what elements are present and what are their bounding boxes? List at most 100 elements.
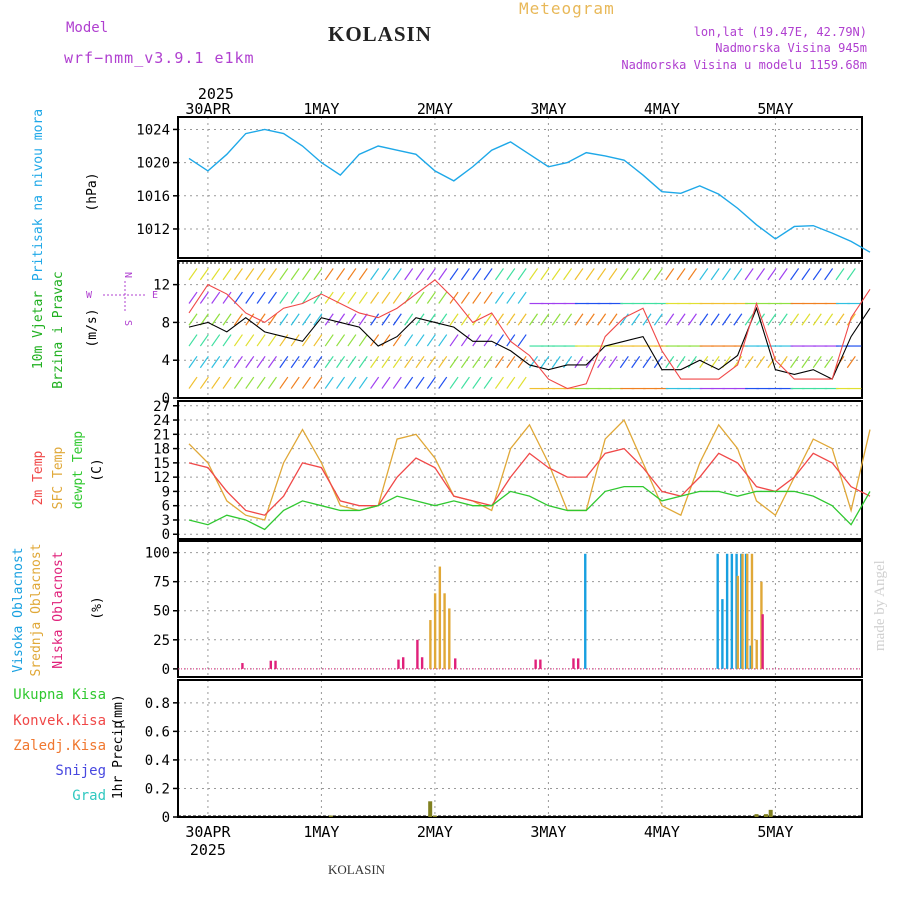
x-tick-label-bottom: 4MAY [644, 823, 680, 841]
cloud-bar [241, 663, 244, 669]
wind-barb [267, 268, 277, 281]
precip-bar [432, 815, 437, 817]
wind-barb [188, 355, 198, 369]
wind-barb [529, 313, 539, 326]
wind-barb [733, 313, 743, 326]
wind-barb [256, 313, 266, 326]
wind-barb [404, 376, 414, 389]
meteogram-title: Meteogram [519, 0, 615, 18]
wind-barb [619, 268, 629, 281]
wind-barb [790, 313, 800, 326]
wind-barb [426, 376, 436, 389]
wind-barb [846, 268, 856, 281]
wind-barb [744, 313, 754, 326]
wind-barb [699, 313, 709, 326]
y-tick-label: 1024 [136, 122, 170, 138]
wind-barb [812, 355, 822, 369]
x-tick-label-bottom: 30APR [185, 823, 231, 841]
wind-barb [211, 355, 221, 369]
wind-barb [642, 355, 652, 369]
wind-barb [347, 376, 357, 389]
wind-barb [211, 376, 221, 389]
wind-barb [347, 355, 357, 369]
wind-barb [574, 355, 584, 369]
cloud-bar [534, 659, 537, 669]
model-elevation-label: Nadmorska Visina u modelu 1159.68m [621, 58, 867, 72]
wind-barb [574, 268, 584, 281]
wind-barb [404, 313, 414, 326]
cloud-bar [725, 553, 729, 669]
wind-barb [778, 268, 788, 281]
wind-barb [245, 376, 255, 389]
wind-barb [381, 376, 391, 389]
wind-barb [801, 313, 811, 326]
panel-frame [177, 540, 863, 678]
wind-barb [506, 334, 516, 347]
wind-barb [267, 313, 277, 326]
precip-bar [763, 814, 768, 817]
wind-barb [483, 376, 493, 389]
wind-barb [188, 291, 198, 304]
wind-barb [517, 268, 527, 281]
wind-barb [404, 355, 414, 369]
wind-barb [676, 268, 686, 281]
wind-barb [835, 313, 845, 326]
y-tick-label: 50 [153, 604, 170, 620]
dewpt-axis-label: dewpt Temp [71, 431, 86, 509]
sfc-temp-axis-label: SFC Temp [51, 447, 66, 510]
wind-barb [472, 334, 482, 347]
wind-barb [245, 291, 255, 304]
y-tick-label: 1016 [136, 189, 170, 205]
precip-legend-item: Konvek.Kisa [13, 713, 106, 729]
wind-axis-label: 10m Vjetar [31, 291, 46, 369]
wind-barb [211, 313, 221, 326]
wind-barb [699, 268, 709, 281]
wind-barb [517, 334, 527, 347]
wind-barb [324, 376, 334, 389]
precip-legend-item: Zaledj.Kisa [13, 738, 106, 754]
y-tick-label: 0 [162, 527, 170, 543]
wind-barb [744, 355, 754, 369]
wind-barb [347, 313, 357, 326]
wind-barb [415, 291, 425, 304]
wind-barb [336, 334, 346, 347]
wind-barb [438, 291, 448, 304]
wind-barb [824, 268, 834, 281]
wind-barb [188, 376, 198, 389]
wind-barb [790, 268, 800, 281]
x-tick-label-top: 30APR [185, 100, 231, 118]
wind-barb [302, 291, 312, 304]
wind-barb [381, 268, 391, 281]
x-tick-label-top: 5MAY [757, 100, 793, 118]
wind-barb [846, 355, 856, 369]
wind-barb [483, 268, 493, 281]
y-tick-label: 0 [162, 810, 170, 826]
wind-barb [506, 355, 516, 369]
wind-barb [392, 291, 402, 304]
precip-bar [768, 809, 773, 817]
model-name: wrf−nmm_v3.9.1 e1km [64, 49, 255, 67]
coords-label: lon,lat (19.47E, 42.79N) [693, 25, 867, 39]
cloud-bar [572, 658, 575, 669]
panel-frame [177, 679, 863, 818]
y-tick-label: 0.2 [145, 781, 170, 797]
cloud-bar [448, 608, 451, 669]
wind-barb [460, 291, 470, 304]
year-label-top: 2025 [198, 85, 234, 103]
wind-barb [290, 268, 300, 281]
compass-north-label: N [122, 272, 133, 278]
wind-barb [642, 313, 652, 326]
temp-2m-line [188, 447, 871, 516]
wind-barb [733, 268, 743, 281]
model-label: Model [66, 20, 109, 36]
cloud-bar [397, 659, 400, 669]
wind-barb [267, 334, 277, 347]
wind-speed-line [188, 306, 871, 380]
y-tick-label: 8 [162, 315, 170, 331]
wind-barb [449, 376, 459, 389]
wind-barb [381, 334, 391, 347]
wind-barb [449, 355, 459, 369]
wind-barb [597, 268, 607, 281]
wind-barb [358, 291, 368, 304]
pressure-axis-label: Pritisak na nivou mora [31, 109, 46, 281]
